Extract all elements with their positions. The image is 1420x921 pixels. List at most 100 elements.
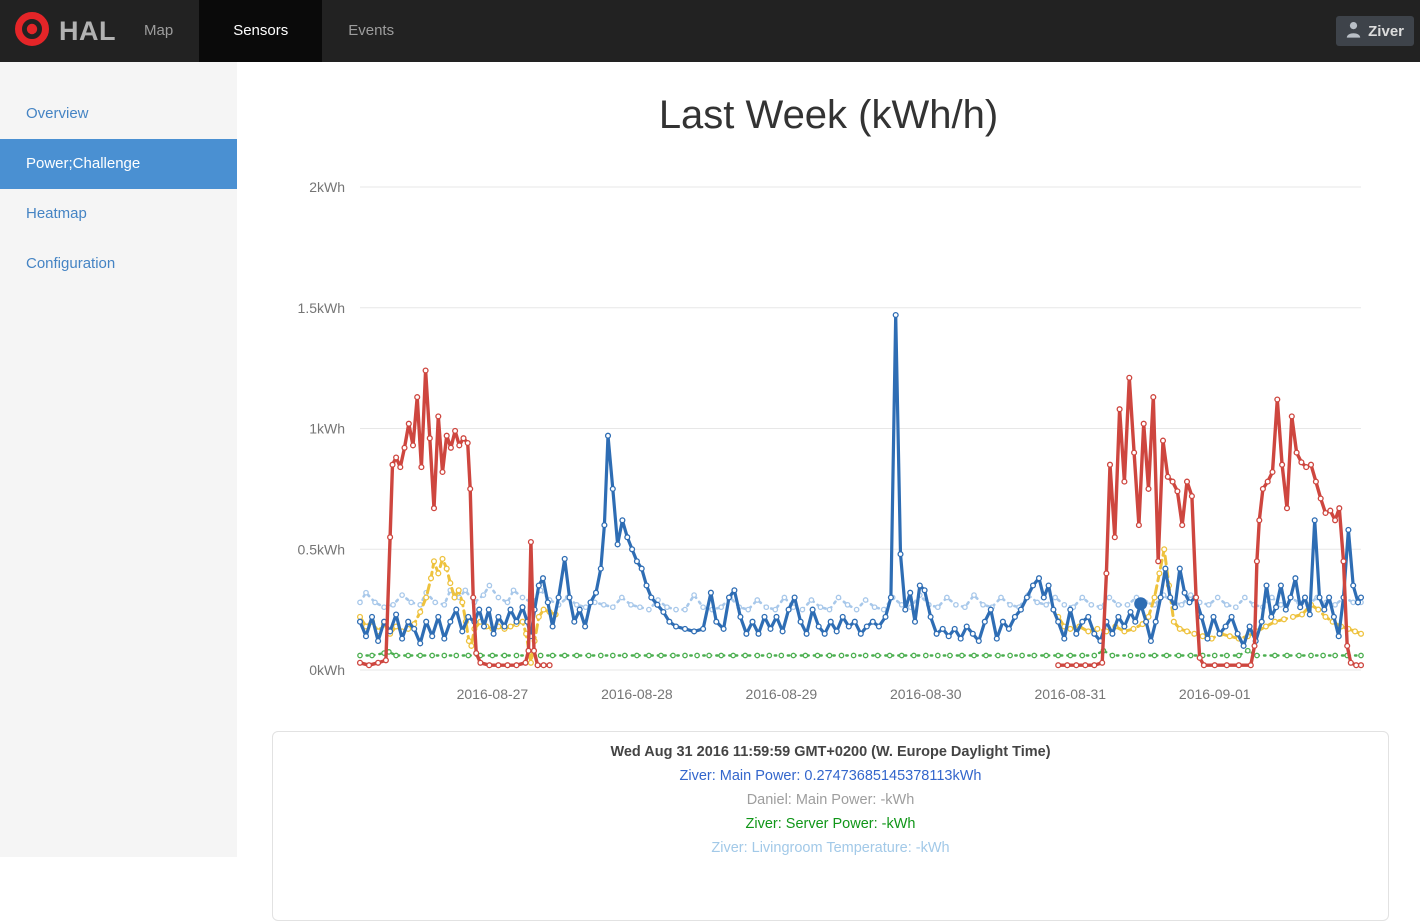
nav-item-map[interactable]: Map (144, 22, 174, 39)
data-point[interactable] (1258, 618, 1265, 625)
data-point[interactable] (1088, 601, 1095, 608)
data-point[interactable] (634, 652, 640, 659)
data-point[interactable] (1067, 606, 1074, 613)
data-point[interactable] (1130, 625, 1137, 632)
data-point[interactable] (356, 613, 364, 620)
data-point[interactable] (375, 637, 382, 645)
data-point[interactable] (439, 468, 446, 476)
data-point[interactable] (1029, 582, 1037, 589)
data-point[interactable] (368, 613, 376, 620)
data-point[interactable] (429, 633, 436, 640)
data-point[interactable] (1211, 662, 1218, 669)
data-point[interactable] (981, 618, 988, 625)
data-point[interactable] (1357, 662, 1365, 669)
data-point[interactable] (1223, 662, 1230, 669)
data-point[interactable] (1183, 478, 1191, 485)
data-point[interactable] (1176, 625, 1183, 632)
data-point[interactable] (480, 623, 488, 630)
data-point[interactable] (962, 604, 968, 611)
data-point[interactable] (1246, 623, 1253, 630)
data-point[interactable] (375, 659, 382, 666)
data-point[interactable] (1106, 594, 1113, 601)
data-point[interactable] (1187, 652, 1194, 659)
data-point[interactable] (1151, 594, 1158, 601)
data-point[interactable] (826, 652, 833, 659)
data-point[interactable] (706, 652, 712, 659)
data-point[interactable] (357, 652, 363, 659)
data-point[interactable] (1178, 601, 1185, 608)
data-point[interactable] (561, 555, 568, 562)
data-point[interactable] (597, 565, 604, 572)
data-point[interactable] (504, 599, 511, 606)
data-point[interactable] (1330, 613, 1337, 620)
data-point[interactable] (417, 640, 424, 647)
data-point[interactable] (1055, 618, 1062, 625)
data-point[interactable] (939, 625, 946, 632)
data-point[interactable] (633, 558, 640, 565)
data-point[interactable] (522, 659, 529, 666)
data-point[interactable] (1232, 604, 1239, 611)
data-point[interactable] (1121, 628, 1128, 635)
data-point[interactable] (544, 599, 551, 606)
data-point[interactable] (1147, 637, 1154, 645)
data-point[interactable] (1358, 652, 1364, 659)
data-point[interactable] (1043, 652, 1050, 659)
data-point[interactable] (477, 659, 484, 666)
data-point[interactable] (1306, 611, 1313, 618)
data-point[interactable] (802, 652, 809, 659)
data-point[interactable] (1023, 594, 1030, 601)
data-point[interactable] (1235, 652, 1242, 659)
data-point[interactable] (405, 652, 412, 659)
data-point[interactable] (1099, 659, 1106, 666)
data-point[interactable] (993, 635, 1000, 642)
data-point[interactable] (1283, 505, 1291, 512)
data-point[interactable] (853, 606, 860, 613)
nav-item-events[interactable]: Events (348, 22, 395, 39)
data-point[interactable] (892, 311, 899, 319)
data-point[interactable] (1357, 630, 1365, 637)
data-point[interactable] (803, 630, 810, 637)
data-point[interactable] (495, 613, 502, 620)
series-ziver-main-power[interactable] (356, 311, 1365, 649)
data-point[interactable] (393, 611, 400, 618)
data-point[interactable] (862, 652, 869, 659)
data-point[interactable] (1164, 473, 1171, 480)
data-point[interactable] (624, 534, 631, 541)
data-point[interactable] (815, 623, 822, 630)
data-point[interactable] (519, 604, 526, 611)
data-point[interactable] (1135, 522, 1142, 529)
data-point[interactable] (462, 587, 469, 594)
data-point[interactable] (1315, 606, 1322, 613)
data-point[interactable] (609, 652, 616, 659)
data-point[interactable] (585, 652, 592, 659)
data-point[interactable] (453, 606, 460, 613)
data-point[interactable] (1241, 594, 1248, 601)
data-point[interactable] (1271, 618, 1278, 625)
data-point[interactable] (1301, 594, 1309, 601)
data-point[interactable] (414, 394, 421, 401)
data-point[interactable] (1079, 618, 1086, 625)
data-point[interactable] (779, 628, 786, 635)
data-point[interactable] (390, 601, 396, 608)
data-point[interactable] (1210, 613, 1217, 620)
data-point[interactable] (455, 587, 462, 594)
data-point[interactable] (1109, 630, 1116, 637)
series-line[interactable] (358, 649, 1363, 657)
data-point[interactable] (1264, 478, 1271, 485)
data-point[interactable] (435, 613, 442, 620)
data-point[interactable] (681, 625, 689, 632)
line-chart[interactable]: 0kWh 0.5kWh 1kWh 1.5kWh 2kWh 2016-08-27 2016-0… (237, 62, 1420, 722)
data-point[interactable] (1064, 662, 1071, 669)
data-point[interactable] (489, 652, 496, 659)
data-point[interactable] (1005, 625, 1012, 632)
data-point[interactable] (504, 662, 511, 669)
data-point[interactable] (535, 613, 542, 620)
data-point[interactable] (1091, 662, 1098, 669)
data-point[interactable] (1262, 623, 1269, 630)
data-point[interactable] (441, 635, 448, 642)
data-point[interactable] (1151, 652, 1158, 659)
data-point[interactable] (944, 594, 950, 601)
data-point[interactable] (1244, 647, 1251, 654)
data-point[interactable] (975, 637, 982, 645)
data-point[interactable] (1340, 558, 1347, 565)
